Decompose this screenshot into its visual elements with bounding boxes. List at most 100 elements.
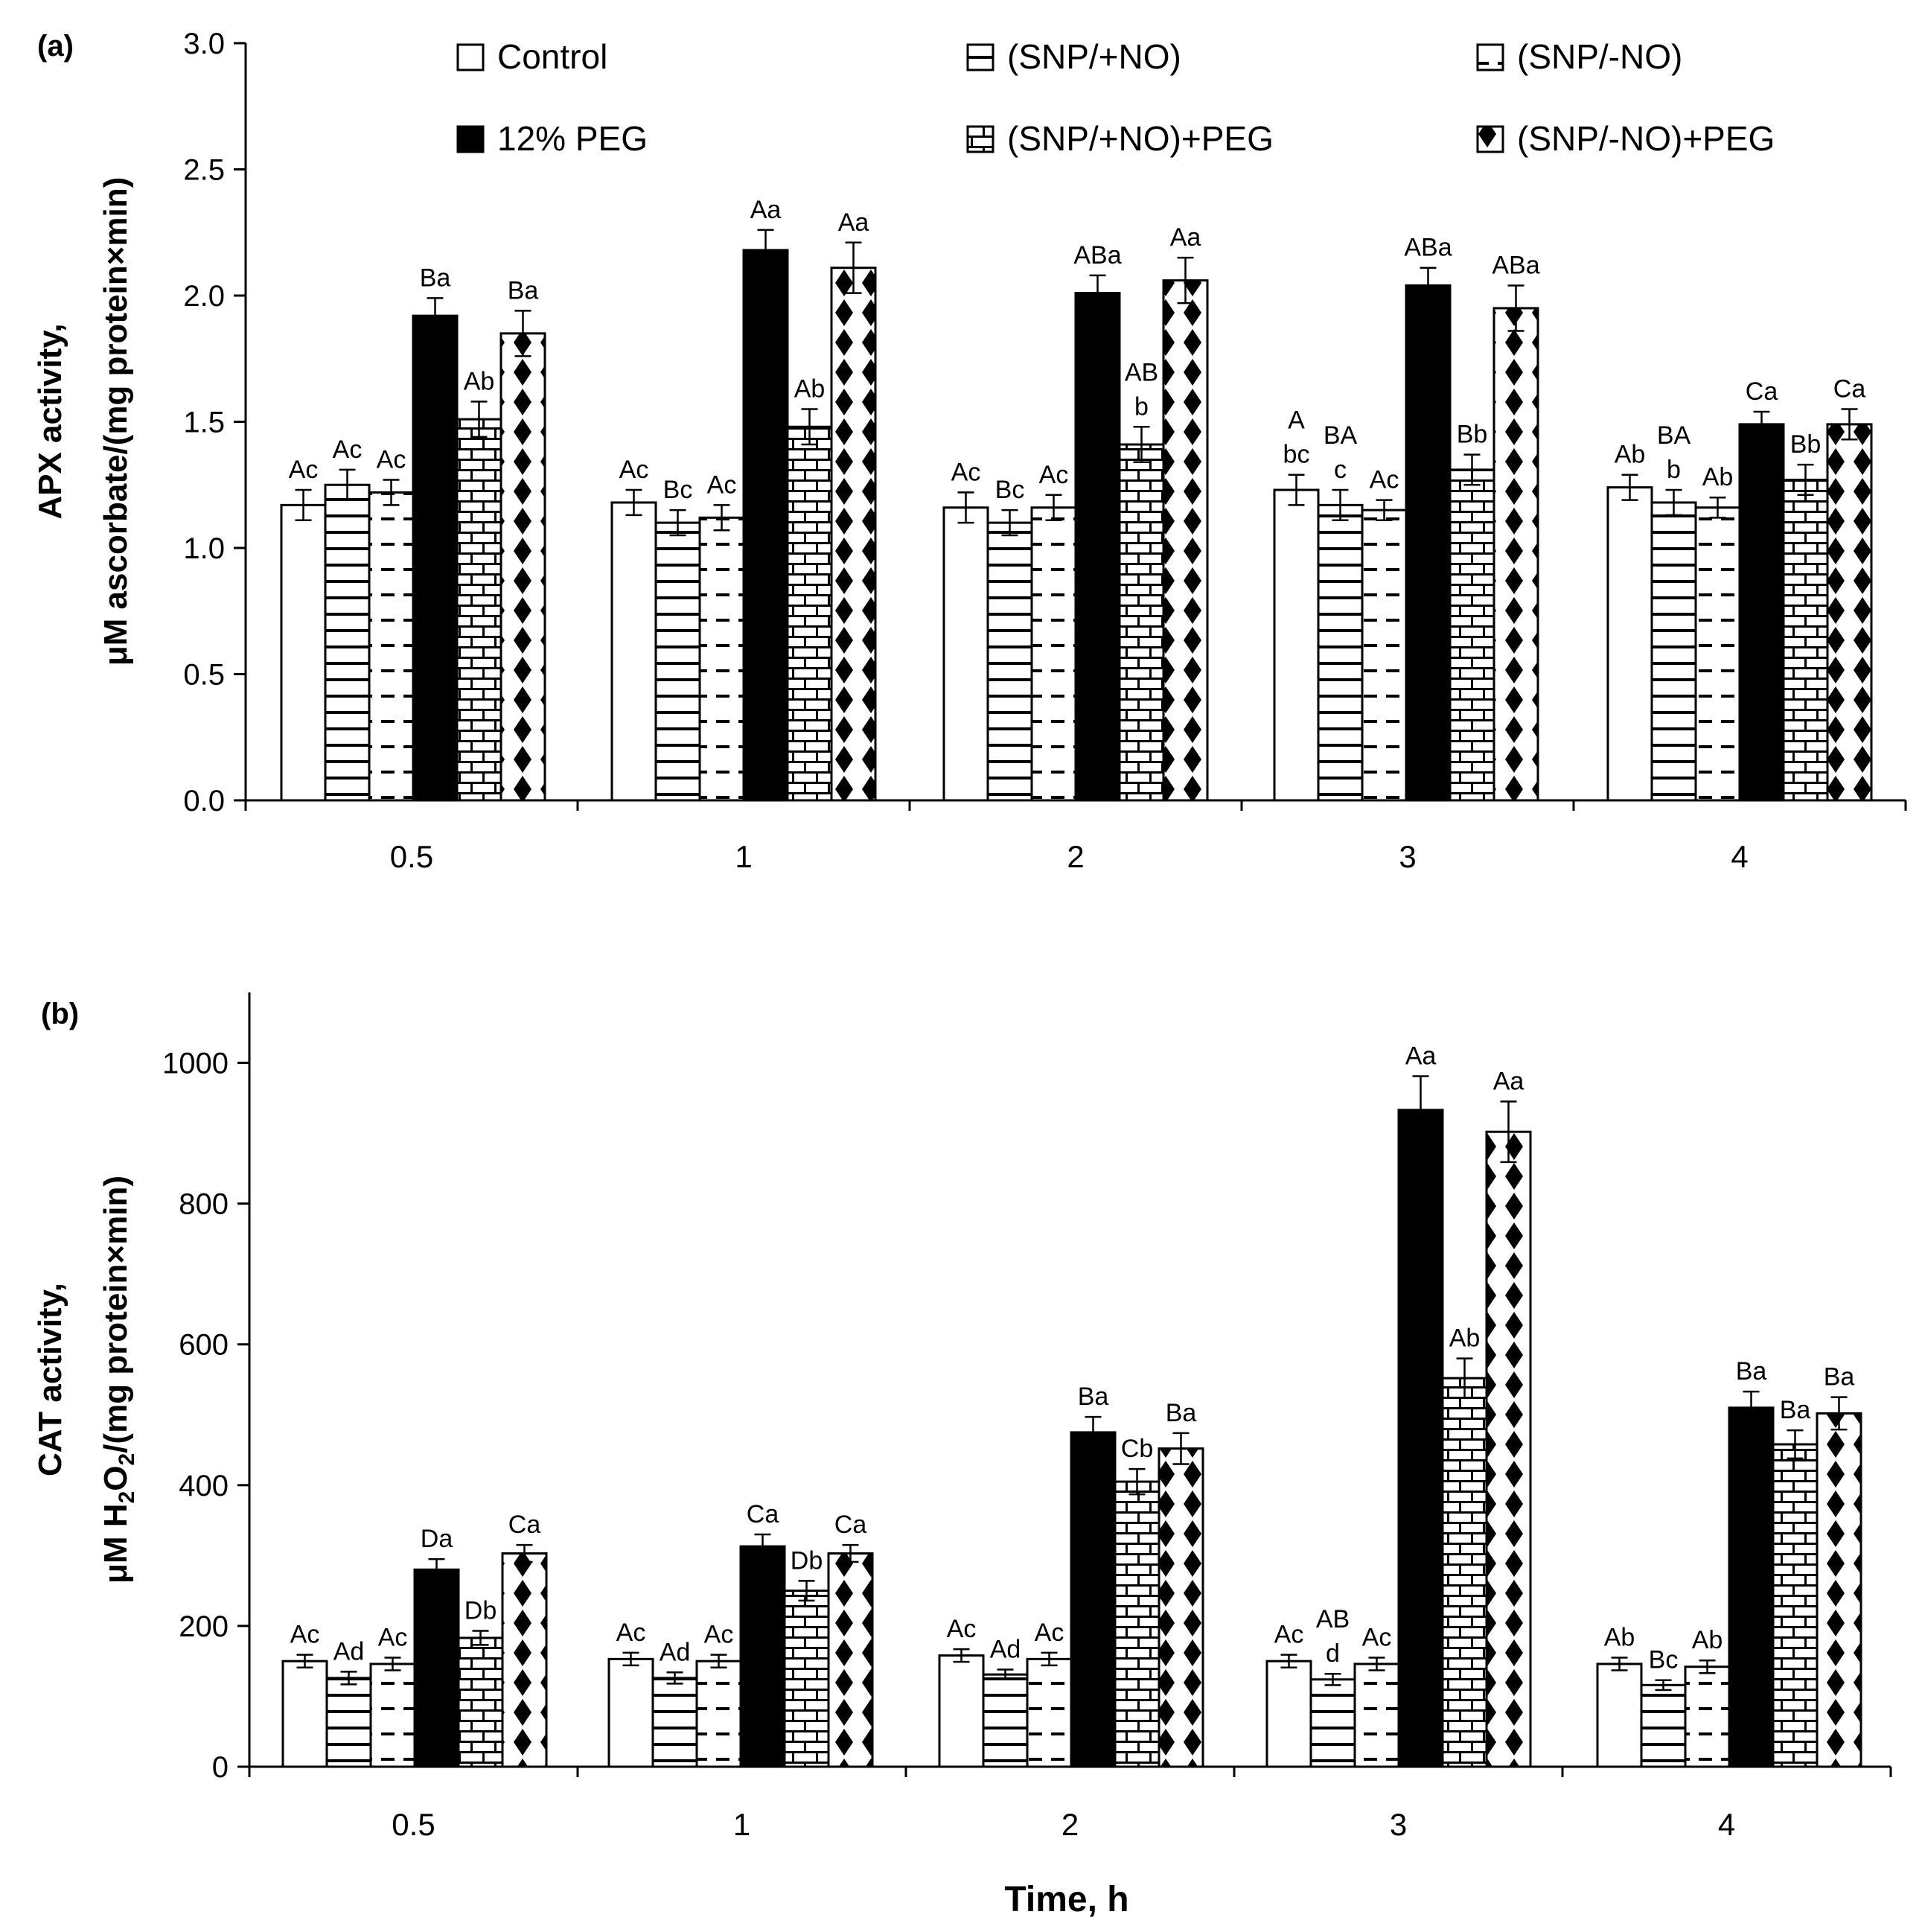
panel-b-x-label: Time, h — [1004, 1880, 1128, 1919]
bar — [698, 516, 745, 802]
significance-label: Aa — [750, 196, 782, 224]
bar — [1640, 1683, 1687, 1768]
bar — [457, 1636, 504, 1768]
bar — [1309, 1678, 1356, 1768]
significance-label: Ca — [747, 1500, 779, 1528]
significance-label: Bb — [1457, 421, 1488, 449]
x-tick-label: 3 — [1399, 839, 1416, 874]
significance-label: Aa — [838, 208, 869, 237]
y-tick-label: 600 — [179, 1329, 229, 1362]
significance-label: Ba — [420, 264, 451, 292]
significance-label: ABa — [1073, 241, 1121, 270]
significance-label: Da — [421, 1525, 453, 1553]
panel-b-y-label-mid: O — [98, 1465, 134, 1491]
bar — [607, 1657, 654, 1768]
legend-swatch-snp-plus-no-peg — [966, 125, 994, 153]
legend: Control (SNP/+NO) (SNP/-NO) 12% PEG (SNP… — [456, 37, 1775, 158]
legend-label-peg: 12% PEG — [497, 119, 648, 158]
bar — [501, 1552, 548, 1768]
significance-label: Ac — [1035, 1619, 1064, 1647]
bar — [413, 1568, 460, 1768]
x-tick-label: 1 — [733, 1807, 750, 1842]
bar — [1826, 423, 1873, 802]
bar — [1772, 1443, 1819, 1768]
bar — [369, 1662, 416, 1768]
significance-label: Ba — [1824, 1363, 1855, 1391]
significance-label: Bb — [1790, 430, 1822, 459]
x-tick-label: 1 — [735, 839, 752, 874]
bar — [324, 483, 371, 802]
legend-label-control: Control — [497, 37, 607, 76]
significance-label: Ca — [1833, 375, 1866, 404]
significance-label: Ab — [1702, 463, 1734, 491]
bar — [938, 1654, 985, 1768]
bar — [1728, 1406, 1775, 1768]
x-tick-label: 0.5 — [392, 1807, 435, 1842]
bar — [786, 425, 833, 802]
significance-label: Ac — [1362, 1623, 1392, 1651]
y-tick-label: 2.5 — [183, 154, 225, 187]
bar — [1650, 501, 1697, 802]
y-tick-label: 200 — [179, 1610, 229, 1643]
significance-label: b — [1667, 456, 1681, 484]
bar — [1361, 508, 1408, 802]
significance-label: Ad — [660, 1638, 691, 1666]
bar — [1738, 423, 1785, 802]
significance-label: Ac — [707, 471, 737, 499]
y-tick-label: 1.0 — [183, 532, 225, 565]
significance-label: AB — [1125, 358, 1158, 386]
bar — [986, 521, 1033, 802]
significance-label: Db — [791, 1546, 823, 1575]
x-tick-label: 4 — [1718, 1807, 1735, 1842]
legend-swatch-snp-minus-no — [1476, 43, 1504, 71]
legend-swatch-snp-minus-no-peg — [1476, 125, 1504, 153]
bar — [942, 506, 989, 802]
bar — [610, 501, 657, 802]
significance-label: Ac — [616, 1619, 646, 1647]
legend-swatch-peg — [456, 125, 485, 153]
panel-a-y-label-line2: μM ascorbate/(mg protein×min) — [98, 177, 134, 666]
significance-label: Ba — [1166, 1399, 1197, 1427]
bar — [739, 1545, 786, 1768]
significance-label: c — [1334, 456, 1347, 484]
bar — [742, 249, 789, 802]
significance-label: Bc — [995, 476, 1025, 504]
x-tick-label: 0.5 — [390, 839, 433, 874]
bar — [325, 1677, 372, 1768]
y-tick-label: 0.5 — [183, 659, 225, 692]
bar — [1397, 1109, 1444, 1768]
bar — [1265, 1660, 1312, 1768]
panel-a-y-ticks: 0.0 0.5 1.0 1.5 2.0 2.5 3.0 — [183, 28, 246, 817]
significance-label: Ab — [1692, 1626, 1723, 1654]
significance-label: Ac — [333, 436, 363, 464]
panel-a-x-ticks: 0.5 1 2 3 4 — [244, 800, 1907, 874]
significance-label: Aa — [1493, 1068, 1524, 1096]
bar — [1405, 284, 1452, 802]
significance-label: Ac — [289, 456, 319, 484]
legend-swatch-snp-plus-no — [966, 43, 994, 71]
bar — [1816, 1412, 1862, 1768]
significance-label: Ca — [1746, 377, 1778, 406]
significance-label: Ba — [1736, 1357, 1767, 1386]
significance-label: BA — [1657, 421, 1691, 450]
significance-label: Cb — [1121, 1435, 1153, 1463]
significance-label: Ac — [947, 1615, 977, 1643]
bar — [456, 418, 502, 802]
y-tick-label: 3.0 — [183, 28, 225, 60]
bar — [1158, 1447, 1204, 1768]
bar — [1694, 506, 1741, 802]
significance-label: Ca — [834, 1511, 867, 1539]
bar — [1596, 1662, 1643, 1768]
legend-item-snp-minus-no: (SNP/-NO) — [1476, 37, 1682, 76]
legend-label-snp-minus-no: (SNP/-NO) — [1517, 37, 1682, 76]
panel-b-y-label-prefix: μM H — [98, 1503, 134, 1584]
significance-label: Ac — [378, 1623, 408, 1651]
significance-label: Bc — [663, 476, 693, 504]
y-tick-label: 800 — [179, 1188, 229, 1221]
bar — [1162, 279, 1209, 802]
bar — [1026, 1657, 1073, 1768]
significance-label: Ca — [508, 1511, 541, 1539]
y-tick-label: 1000 — [162, 1048, 229, 1080]
